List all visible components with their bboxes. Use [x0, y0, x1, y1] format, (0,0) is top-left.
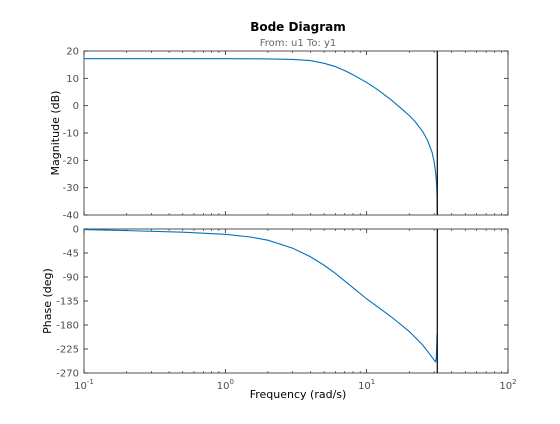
x-tick-label-base: 10: [74, 381, 87, 392]
x-tick-label-base: 10: [217, 381, 230, 392]
magnitude-y-tick-label: -20: [63, 156, 79, 167]
x-tick-label-exponent: 1: [371, 378, 375, 386]
magnitude-y-tick-label: -40: [63, 211, 79, 222]
magnitude-panel: -40 -30 -20 -10 0 10 20 Magnitude (dB): [49, 47, 509, 222]
magnitude-series-line: [84, 58, 438, 216]
magnitude-y-tick-label: 0: [73, 101, 79, 112]
phase-y-tick-label: -225: [56, 345, 79, 356]
phase-axes-box: [83, 228, 509, 374]
magnitude-y-tick-label: -30: [63, 183, 79, 194]
x-tick-label-base: 10: [499, 381, 512, 392]
magnitude-y-tick-label: 20: [66, 47, 79, 58]
phase-y-tick-label: -180: [56, 321, 79, 332]
x-tick-label: 101: [358, 378, 375, 392]
x-tick-label-exponent: -1: [87, 378, 94, 386]
chart-subtitle: From: u1 To: y1: [260, 38, 337, 49]
magnitude-y-tick-label: 10: [66, 74, 79, 85]
phase-y-tick-label: -270: [56, 369, 79, 380]
chart-title: Bode Diagram: [250, 20, 346, 34]
x-tick-label: 102: [499, 378, 516, 392]
x-tick-label-base: 10: [358, 381, 371, 392]
phase-y-axis-label: Phase (deg): [41, 268, 54, 334]
phase-series-line: [83, 228, 438, 363]
x-axis-label: Frequency (rad/s): [250, 388, 347, 401]
phase-y-tick-label: 0: [73, 225, 79, 236]
phase-y-tick-label: -135: [56, 297, 79, 308]
x-tick-label-exponent: 2: [512, 378, 516, 386]
magnitude-axes-box: [83, 50, 509, 216]
magnitude-y-axis-label: Magnitude (dB): [49, 91, 62, 176]
x-tick-label: 100: [217, 378, 234, 392]
x-tick-label-exponent: 0: [229, 378, 233, 386]
magnitude-y-tick-label: -10: [63, 129, 79, 140]
phase-y-tick-label: -45: [63, 249, 79, 260]
x-tick-label: 10-1: [74, 378, 94, 392]
phase-y-tick-label: -90: [63, 273, 79, 284]
